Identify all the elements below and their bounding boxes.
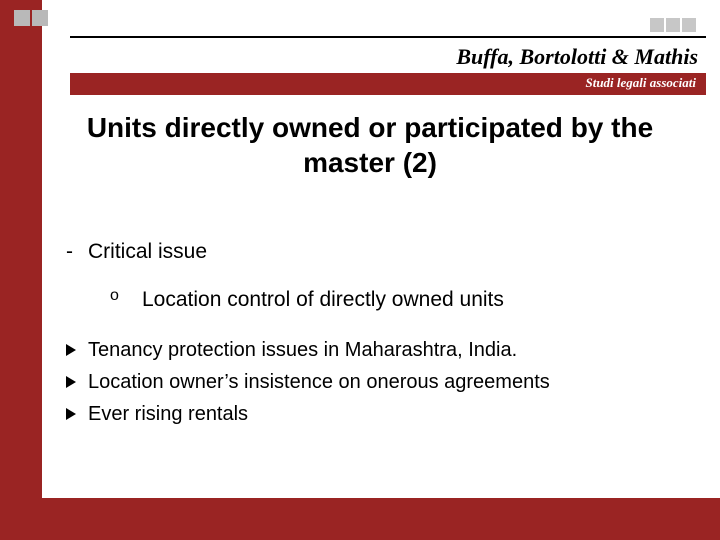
list-item: Tenancy protection issues in Maharashtra… <box>60 335 680 365</box>
slide-title: Units directly owned or participated by … <box>60 110 680 180</box>
circle-marker: o <box>110 284 142 316</box>
list-text: Ever rising rentals <box>88 399 248 429</box>
logo-sq-1 <box>14 10 30 26</box>
top-sq-2 <box>666 18 680 32</box>
slide: Buffa, Bortolotti & Mathis Studi legali … <box>0 0 720 540</box>
logo-sq-2 <box>32 10 48 26</box>
content-area: Units directly owned or participated by … <box>60 110 680 429</box>
subtitle-text: Studi legali associati <box>585 75 696 91</box>
bottom-accent-bar <box>0 498 720 540</box>
top-sq-3 <box>682 18 696 32</box>
logo-squares <box>14 10 66 44</box>
logo-sq-4 <box>14 28 30 44</box>
list-item: Ever rising rentals <box>60 399 680 429</box>
list-item: o Location control of directly owned uni… <box>110 284 680 316</box>
list-item: Location owner’s insistence on onerous a… <box>60 367 680 397</box>
triangle-marker <box>60 335 88 365</box>
firm-name: Buffa, Bortolotti & Mathis <box>456 44 698 70</box>
top-sq-1 <box>650 18 664 32</box>
dash-marker: - <box>60 236 88 268</box>
triangle-marker <box>60 399 88 429</box>
header-rule <box>70 36 706 38</box>
list-text: Critical issue <box>88 236 207 268</box>
list-item: - Critical issue <box>60 236 680 268</box>
list-text: Location owner’s insistence on onerous a… <box>88 367 550 397</box>
list-text: Location control of directly owned units <box>142 284 504 316</box>
subtitle-bar: Studi legali associati <box>70 73 706 95</box>
body-list: - Critical issue o Location control of d… <box>60 236 680 429</box>
triangle-marker <box>60 367 88 397</box>
list-text: Tenancy protection issues in Maharashtra… <box>88 335 517 365</box>
left-accent-bar <box>0 0 42 540</box>
top-right-squares <box>650 18 696 32</box>
